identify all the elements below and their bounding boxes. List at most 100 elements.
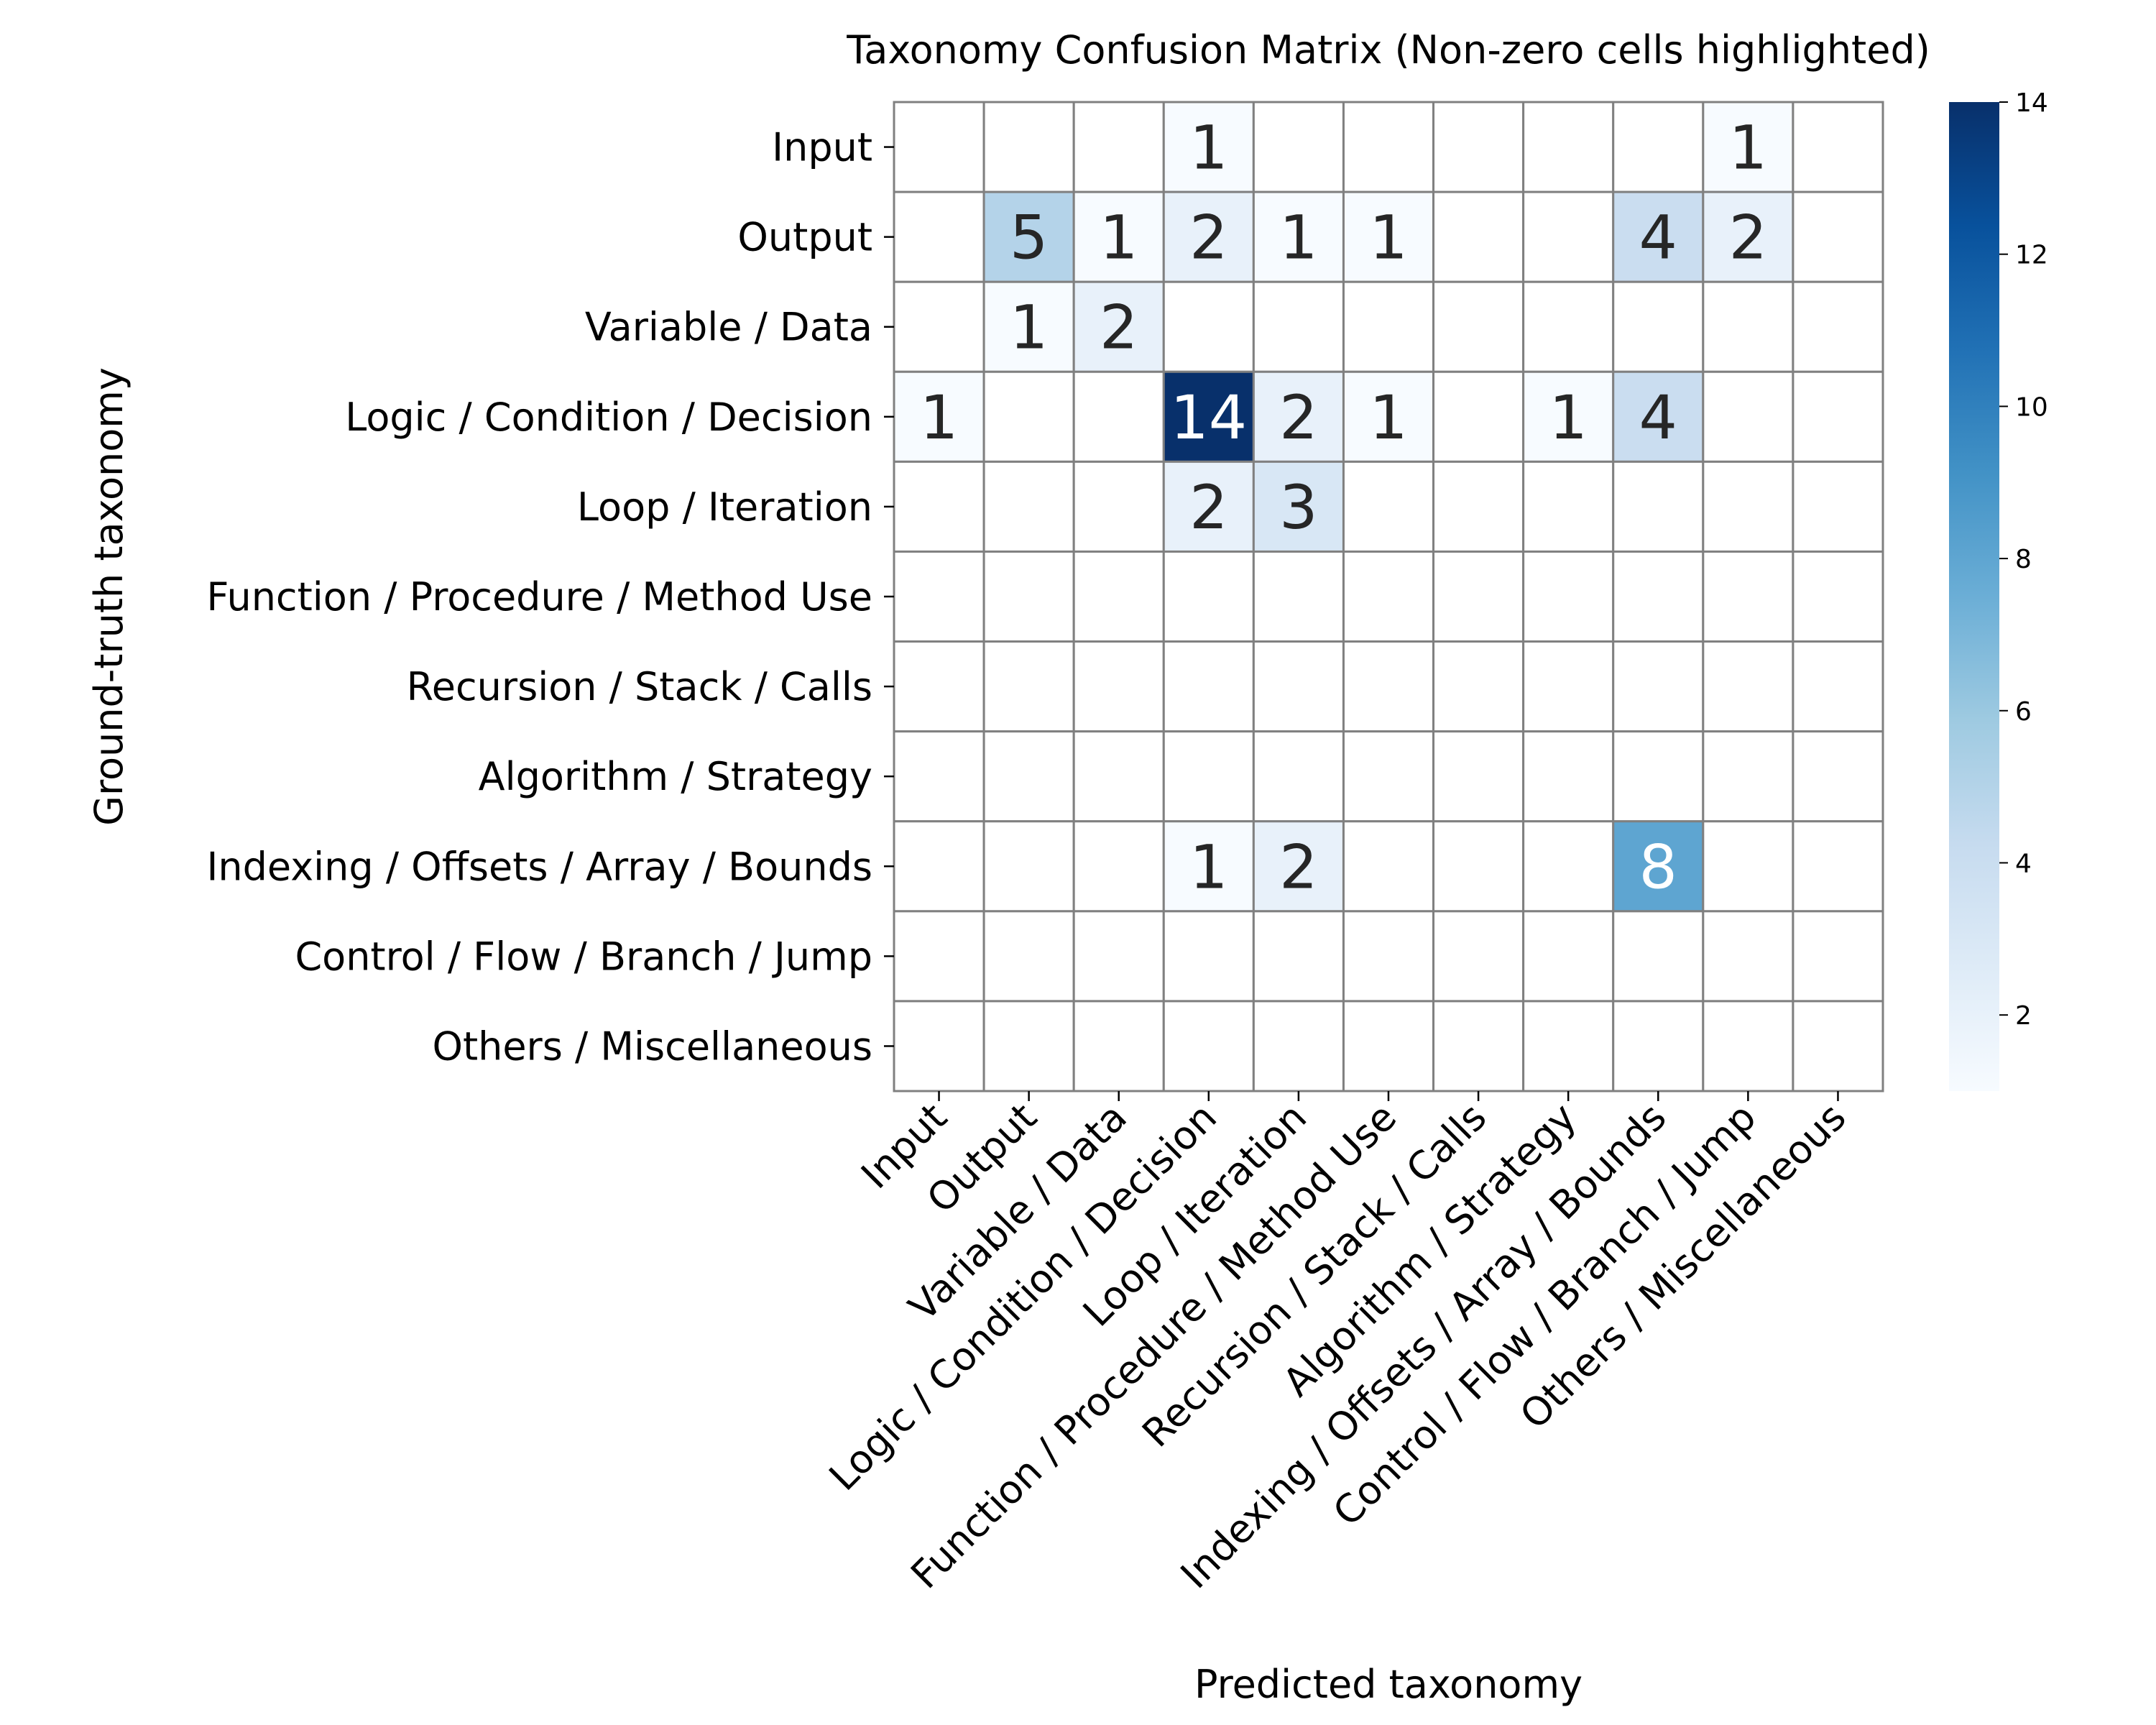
heatmap-cell-r7-c2 — [1072, 730, 1165, 823]
heatmap-cell-r6-c9 — [1702, 640, 1795, 733]
heatmap-cell-r3-c6 — [1432, 370, 1525, 463]
heatmap-cell-r1-c4 — [1252, 190, 1345, 283]
heatmap-cell-r4-c5 — [1342, 460, 1435, 553]
y-tick-label: Indexing / Offsets / Array / Bounds — [207, 844, 873, 889]
heatmap-cell-r9-c1 — [982, 910, 1075, 1003]
heatmap-cell-r1-c5 — [1342, 190, 1435, 283]
colorbar-gradient — [1949, 102, 1999, 1091]
cell-value-r1-c3: 2 — [1189, 203, 1227, 273]
heatmap-cell-r5-c4 — [1252, 550, 1345, 643]
heatmap-cell-r1-c0 — [893, 190, 985, 283]
heatmap-cell-r6-c3 — [1162, 640, 1255, 733]
heatmap-cell-r9-c5 — [1342, 910, 1435, 1003]
heatmap-cell-r10-c10 — [1792, 1000, 1884, 1092]
cell-value-r1-c2: 1 — [1100, 203, 1138, 273]
cell-value-r1-c4: 1 — [1279, 203, 1317, 273]
y-tick-label: Function / Procedure / Method Use — [206, 574, 872, 620]
cell-value-r3-c8: 4 — [1639, 382, 1677, 453]
heatmap-cell-r7-c10 — [1792, 730, 1884, 823]
heatmap-cell-r2-c5 — [1342, 280, 1435, 373]
heatmap-cell-r1-c6 — [1432, 190, 1525, 283]
cell-value-r0-c3: 1 — [1189, 113, 1227, 183]
y-tick-label: Control / Flow / Branch / Jump — [295, 934, 872, 979]
cell-value-r1-c8: 4 — [1639, 203, 1677, 273]
heatmap-cell-r0-c9 — [1702, 101, 1795, 193]
heatmap-cell-r0-c2 — [1072, 101, 1165, 193]
heatmap-cell-r8-c10 — [1792, 820, 1884, 913]
heatmap-cell-r6-c7 — [1522, 640, 1615, 733]
heatmap-cells — [893, 101, 1884, 1092]
heatmap-cell-r0-c4 — [1252, 101, 1345, 193]
y-axis-ticks: Input Output Variable / Data Logic / Condit… — [206, 125, 894, 1069]
cell-value-r4-c3: 2 — [1189, 472, 1227, 543]
colorbar-tick-label: 10 — [2015, 392, 2048, 422]
heatmap-cell-r1-c9 — [1702, 190, 1795, 283]
heatmap-cell-r6-c10 — [1792, 640, 1884, 733]
heatmap-cell-r8-c2 — [1072, 820, 1165, 913]
cell-value-r2-c2: 2 — [1100, 293, 1138, 363]
heatmap-cell-r2-c0 — [893, 280, 985, 373]
heatmap-cell-r7-c7 — [1522, 730, 1615, 823]
heatmap-cell-r5-c5 — [1342, 550, 1435, 643]
cell-value-r3-c4: 2 — [1279, 382, 1317, 453]
heatmap-cell-r6-c5 — [1342, 640, 1435, 733]
heatmap-cell-r10-c1 — [982, 1000, 1075, 1092]
heatmap-cell-r2-c6 — [1432, 280, 1525, 373]
heatmap-cell-r5-c6 — [1432, 550, 1525, 643]
heatmap-cell-r4-c0 — [893, 460, 985, 553]
heatmap-cell-r0-c5 — [1342, 101, 1435, 193]
heatmap-cell-r0-c8 — [1612, 101, 1705, 193]
heatmap-cell-r10-c2 — [1072, 1000, 1165, 1092]
heatmap-cell-r7-c5 — [1342, 730, 1435, 823]
colorbar-tick-label: 12 — [2015, 241, 2048, 270]
heatmap-cell-r6-c2 — [1072, 640, 1165, 733]
heatmap-cell-r2-c10 — [1792, 280, 1884, 373]
heatmap-cell-r7-c9 — [1702, 730, 1795, 823]
heatmap-cell-r6-c0 — [893, 640, 985, 733]
heatmap-cell-r10-c3 — [1162, 1000, 1255, 1092]
colorbar-tick-label: 8 — [2015, 545, 2032, 574]
colorbar-tick-label: 4 — [2015, 849, 2032, 878]
heatmap-cell-r9-c2 — [1072, 910, 1165, 1003]
heatmap-cell-r9-c0 — [893, 910, 985, 1003]
heatmap-cell-r1-c10 — [1792, 190, 1884, 283]
heatmap-cell-r5-c9 — [1702, 550, 1795, 643]
cell-value-r0-c9: 1 — [1729, 113, 1767, 183]
y-tick-label: Recursion / Stack / Calls — [407, 664, 872, 709]
heatmap-cell-r10-c4 — [1252, 1000, 1345, 1092]
heatmap-cell-r0-c6 — [1432, 101, 1525, 193]
colorbar-tick-label: 6 — [2015, 697, 2032, 727]
cell-value-r1-c9: 2 — [1729, 203, 1767, 273]
heatmap-cell-r2-c8 — [1612, 280, 1705, 373]
heatmap-cell-r2-c9 — [1702, 280, 1795, 373]
heatmap-cell-r10-c6 — [1432, 1000, 1525, 1092]
cell-value-r8-c3: 1 — [1189, 832, 1227, 902]
cell-value-r8-c4: 2 — [1279, 832, 1317, 902]
heatmap-cell-r7-c1 — [982, 730, 1075, 823]
heatmap-cell-r7-c4 — [1252, 730, 1345, 823]
cell-value-r1-c1: 5 — [1010, 203, 1048, 273]
cell-value-r1-c5: 1 — [1369, 203, 1407, 273]
y-tick-label: Variable / Data — [585, 305, 872, 350]
heatmap-cell-r5-c1 — [982, 550, 1075, 643]
heatmap-cell-r5-c0 — [893, 550, 985, 643]
heatmap-cell-r10-c8 — [1612, 1000, 1705, 1092]
heatmap-cell-r9-c4 — [1252, 910, 1345, 1003]
heatmap-cell-r5-c3 — [1162, 550, 1255, 643]
heatmap-cell-r6-c8 — [1612, 640, 1705, 733]
heatmap-cell-r4-c4 — [1252, 460, 1345, 553]
chart-title: Taxonomy Confusion Matrix (Non-zero cell… — [846, 27, 1930, 73]
heatmap-cell-r8-c1 — [982, 820, 1075, 913]
heatmap-cell-r0-c0 — [893, 101, 985, 193]
heatmap-cell-r7-c0 — [893, 730, 985, 823]
heatmap-cell-r10-c5 — [1342, 1000, 1435, 1092]
y-tick-label: Output — [737, 215, 872, 260]
cell-value-r4-c4: 3 — [1279, 472, 1317, 543]
heatmap-cell-r1-c7 — [1522, 190, 1615, 283]
heatmap-cell-r6-c1 — [982, 640, 1075, 733]
heatmap-cell-r3-c2 — [1072, 370, 1165, 463]
heatmap-cell-r5-c8 — [1612, 550, 1705, 643]
heatmap-cell-r5-c7 — [1522, 550, 1615, 643]
y-tick-label: Loop / Iteration — [577, 484, 872, 530]
